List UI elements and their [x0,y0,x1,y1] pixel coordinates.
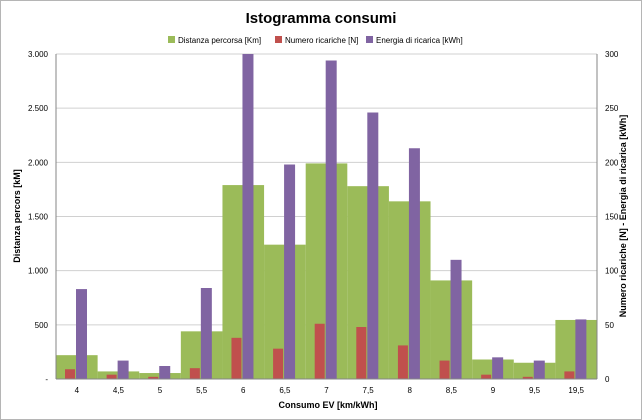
x-tick-label: 9 [491,386,496,395]
y-tick-label: 3.000 [28,50,49,59]
bar-ricariche [481,374,492,379]
x-axis-title: Consumo EV [km/kWh] [278,400,377,410]
legend-swatch [366,36,373,43]
x-tick-label: 4,5 [113,386,125,395]
bar-ricariche [273,348,284,379]
bar-energia [325,60,337,379]
bar-ricariche [522,376,533,379]
x-tick-label: 19,5 [568,386,584,395]
legend: Distanza percorsa [Km] Numero ricariche [… [168,36,463,45]
bar-ricariche [564,371,575,379]
bar-energia [492,357,504,379]
legend-label: Energia di ricarica [kWh] [376,36,463,45]
bar-energia [575,319,587,379]
y2-axis-title: Numero ricariche [N] - Energia di ricari… [618,115,628,318]
y-tick-label: - [45,375,48,384]
x-tick-label: 5,5 [196,386,208,395]
legend-swatch [168,36,175,43]
bar-ricariche [106,374,117,379]
y2-tick-label: 300 [605,50,619,59]
bar-energia [408,148,420,379]
y2-tick-label: 50 [605,321,614,330]
x-tick-label: 8 [408,386,413,395]
bar-ricariche [314,323,325,379]
bar-ricariche [189,368,200,379]
y2-tick-label: 250 [605,104,619,113]
chart-title: Istogramma consumi [246,10,397,27]
bar-ricariche [231,337,242,379]
bar-ricariche [397,345,408,379]
y2-tick-label: 0 [605,375,610,384]
x-tick-label: 7,5 [363,386,375,395]
legend-label: Distanza percorsa [Km] [178,36,261,45]
y2-tick-label: 200 [605,158,619,167]
y-tick-label: 2.000 [28,158,49,167]
bars [56,54,597,379]
bar-energia [533,360,545,379]
bar-energia [117,360,129,379]
bar-energia [76,289,87,379]
bar-energia [200,288,212,379]
y-tick-label: 2.500 [28,104,49,113]
x-tick-label: 5 [158,386,163,395]
y2-tick-label: 100 [605,267,619,276]
x-tick-label: 7 [324,386,329,395]
bar-ricariche [148,376,159,379]
y-tick-label: 1.500 [28,213,49,222]
bar-energia [450,259,462,379]
axes: - 0 500 50 1.000 100 1.500 150 2.000 200 2.500 250 3… [28,50,619,395]
bar-energia [242,54,254,379]
bar-energia [159,366,171,379]
x-tick-label: 8,5 [446,386,458,395]
legend-swatch [275,36,282,43]
x-tick-label: 4 [75,386,80,395]
bar-energia [367,112,379,379]
x-tick-label: 9,5 [529,386,541,395]
x-tick-label: 6 [241,386,246,395]
bar-ricariche [356,327,367,379]
bar-ricariche [65,369,75,379]
y-tick-label: 1.000 [28,267,49,276]
y2-tick-label: 150 [605,213,619,222]
legend-label: Numero ricariche [N] [285,36,358,45]
y-axis-title: Distanza percors [kM] [12,169,22,263]
bar-ricariche [439,360,450,379]
bar-energia [284,164,296,379]
x-tick-label: 6,5 [279,386,291,395]
y-tick-label: 500 [35,321,49,330]
